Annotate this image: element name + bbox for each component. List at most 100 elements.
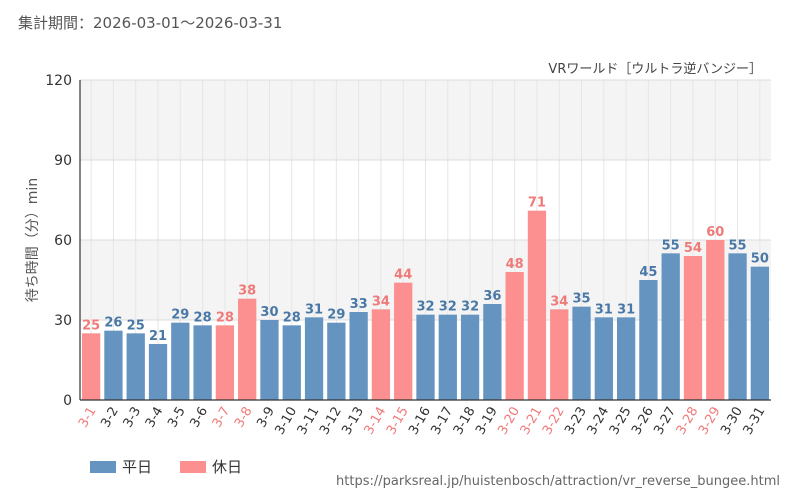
data-label: 55	[662, 238, 680, 253]
data-label: 25	[127, 318, 145, 333]
bar	[483, 304, 502, 400]
bar	[126, 333, 145, 400]
bar	[460, 314, 480, 400]
bar	[750, 266, 769, 400]
data-label: 60	[706, 225, 724, 240]
y-tick-label: 30	[54, 313, 72, 329]
bar	[238, 298, 257, 400]
bar	[616, 317, 636, 400]
x-tick-label: 3-23	[562, 405, 590, 438]
x-tick-label: 3-29	[696, 405, 724, 438]
bar	[706, 240, 725, 400]
bar	[594, 317, 613, 400]
y-tick-label: 120	[45, 73, 72, 89]
bar	[550, 309, 569, 400]
bar	[683, 256, 703, 400]
x-tick-label: 3-18	[451, 405, 479, 438]
bar	[260, 320, 279, 400]
x-tick-label: 3-6	[187, 405, 211, 431]
legend-label-weekday: 平日	[122, 458, 153, 476]
bar	[349, 312, 368, 400]
x-tick-label: 3-1	[76, 405, 100, 431]
data-label: 26	[104, 316, 122, 331]
data-label: 36	[483, 289, 501, 304]
chart-legend: 平日 休日	[90, 456, 270, 477]
bar	[82, 333, 101, 400]
x-tick-label: 3-24	[585, 405, 613, 438]
x-tick-label: 3-14	[362, 405, 390, 438]
data-label: 28	[216, 310, 234, 325]
legend-swatch-weekday	[90, 460, 116, 473]
bar	[104, 330, 123, 400]
data-label: 33	[350, 297, 368, 312]
x-tick-label: 3-11	[295, 405, 323, 438]
data-label: 38	[238, 284, 256, 299]
bar	[282, 325, 301, 400]
x-tick-label: 3-2	[98, 405, 122, 431]
x-tick-label: 3-7	[210, 405, 234, 431]
legend-item-holiday: 休日	[180, 456, 242, 477]
x-tick-label: 3-19	[473, 405, 501, 438]
data-label: 28	[283, 310, 301, 325]
x-tick-label: 3-27	[651, 405, 679, 438]
x-tick-label: 3-4	[143, 405, 167, 431]
data-label: 31	[617, 302, 635, 317]
data-label: 32	[439, 300, 457, 315]
y-tick-label: 0	[63, 393, 72, 409]
bar	[572, 306, 591, 400]
y-tick-label: 60	[54, 233, 72, 249]
x-tick-label: 3-22	[540, 405, 568, 438]
data-label: 55	[729, 238, 747, 253]
data-label: 48	[506, 257, 524, 272]
x-tick-label: 3-16	[406, 405, 434, 438]
data-label: 31	[305, 302, 323, 317]
data-label: 28	[194, 310, 212, 325]
data-label: 21	[149, 329, 167, 344]
source-url: https://parksreal.jp/huistenbosch/attrac…	[336, 474, 780, 489]
x-tick-label: 3-15	[384, 405, 412, 438]
legend-swatch-holiday	[180, 460, 207, 473]
x-tick-label: 3-8	[232, 405, 256, 431]
data-label: 34	[550, 294, 568, 309]
x-tick-label: 3-31	[741, 405, 769, 438]
x-tick-label: 3-13	[339, 405, 367, 438]
period-header: 集計期間：2026-03-01～2026-03-31	[18, 12, 282, 33]
x-tick-label: 3-20	[495, 405, 523, 438]
data-label: 34	[372, 294, 390, 309]
bar	[215, 325, 235, 400]
data-label: 35	[572, 292, 590, 307]
data-label: 25	[82, 318, 100, 333]
bar	[438, 314, 457, 400]
x-tick-label: 3-5	[165, 405, 189, 431]
bar	[394, 282, 413, 400]
data-label: 29	[327, 308, 345, 323]
bar	[148, 344, 168, 400]
x-tick-label: 3-10	[272, 405, 300, 438]
x-tick-label: 3-12	[317, 405, 345, 438]
data-label: 71	[528, 196, 546, 211]
data-label: 50	[751, 252, 769, 267]
y-axis-label: 待ち時間（分）min	[25, 178, 41, 302]
period-value: 2026-03-01～2026-03-31	[93, 14, 283, 32]
bar	[661, 253, 680, 400]
legend-label-holiday: 休日	[212, 458, 243, 476]
bar	[304, 317, 324, 400]
bar	[728, 253, 747, 400]
bar	[171, 322, 190, 400]
legend-item-weekday: 平日	[90, 456, 152, 477]
y-tick-label: 90	[54, 153, 72, 169]
chart-title: VRワールド［ウルトラ逆バンジー］	[548, 61, 762, 77]
bar	[527, 210, 547, 400]
bar	[327, 322, 346, 400]
x-tick-label: 3-26	[629, 405, 657, 438]
bar	[193, 325, 212, 400]
x-tick-label: 3-25	[607, 405, 635, 438]
x-tick-label: 3-21	[518, 405, 546, 438]
x-tick-label: 3-3	[121, 405, 145, 431]
data-label: 44	[394, 268, 412, 283]
bar	[416, 314, 435, 400]
data-label: 32	[461, 300, 479, 315]
period-label: 集計期間：	[18, 14, 94, 32]
bar	[371, 309, 391, 400]
